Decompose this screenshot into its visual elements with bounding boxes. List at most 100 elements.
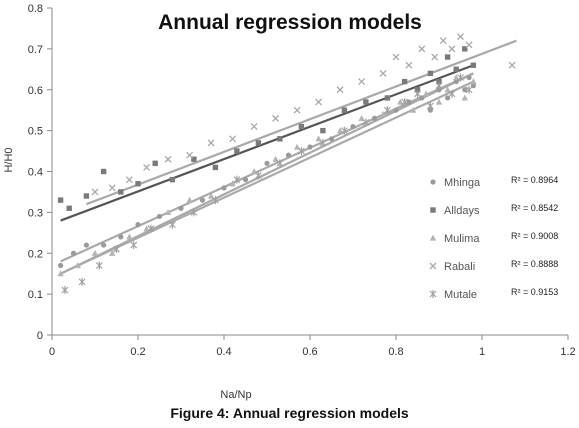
y-tick-label: 0.5 <box>28 126 43 138</box>
point-mhinga <box>264 160 270 166</box>
point-alldays <box>298 123 305 130</box>
point-alldays <box>384 95 391 101</box>
point-rabali <box>405 61 413 69</box>
point-alldays <box>436 78 442 85</box>
point-rabali <box>293 106 301 114</box>
y-tick-label: 0.2 <box>28 248 43 260</box>
point-alldays <box>169 176 176 183</box>
y-tick-label: 0.3 <box>28 207 43 219</box>
r2-label-mhinga: R² = 0.8964 <box>511 175 558 185</box>
point-mulima <box>186 196 193 203</box>
point-mhinga <box>83 242 89 248</box>
point-alldays <box>453 66 459 73</box>
point-rabali <box>186 151 194 159</box>
point-mutale <box>254 171 262 180</box>
point-mulima <box>164 208 172 215</box>
x-tick-label: 0 <box>49 346 55 358</box>
point-mutale <box>211 196 219 205</box>
point-mulima <box>336 127 344 134</box>
point-mutale <box>383 106 391 115</box>
point-mutale <box>457 73 464 82</box>
point-alldays <box>320 127 326 134</box>
axes: 0 0.1 0.2 0.3 0.4 0.5 0.6 0.7 0.8 0 0.2 0.4 0.6 0.8 1 1… <box>28 3 576 358</box>
point-mhinga <box>436 87 442 93</box>
x-tick-label: 1.2 <box>560 346 575 358</box>
point-mutale <box>78 277 86 286</box>
trend-line-rabali <box>86 39 517 206</box>
legend-label-mulima: Mulima <box>444 233 480 245</box>
point-mulima <box>435 98 443 105</box>
y-axis-title: H/H0 <box>3 147 15 172</box>
point-mulima <box>410 106 417 113</box>
point-mutale <box>465 85 473 94</box>
point-mhinga <box>178 205 184 211</box>
point-mhinga <box>462 87 468 93</box>
point-rabali <box>379 69 387 77</box>
point-mutale <box>319 138 327 147</box>
point-rabali <box>229 135 237 143</box>
x-tick-label: 0.4 <box>216 346 231 358</box>
point-rabali <box>91 188 99 196</box>
point-rabali <box>457 33 464 41</box>
point-mutale <box>426 102 434 111</box>
point-alldays <box>363 99 369 105</box>
point-mulima <box>229 180 236 187</box>
legend-marker-alldays <box>430 207 436 213</box>
point-mulima <box>397 98 404 105</box>
x-tick-label: 0.8 <box>388 346 403 358</box>
point-mutale <box>297 147 305 156</box>
point-alldays <box>118 189 124 195</box>
x-tick-label: 0.2 <box>130 346 145 358</box>
point-mutale <box>190 208 198 217</box>
point-mulima <box>143 225 150 232</box>
point-alldays <box>135 181 141 187</box>
point-mulima <box>422 90 430 97</box>
point-rabali <box>336 86 344 94</box>
point-mutale <box>340 126 348 135</box>
point-mutale <box>95 261 103 270</box>
point-mulima <box>74 262 81 269</box>
point-rabali <box>439 37 447 45</box>
point-mutale <box>414 89 421 98</box>
point-alldays <box>83 193 90 199</box>
point-alldays <box>341 107 348 113</box>
point-mutale <box>401 98 409 107</box>
point-mulima <box>461 94 468 101</box>
point-mhinga <box>427 107 433 113</box>
point-alldays <box>414 87 421 93</box>
point-rabali <box>508 61 516 69</box>
point-mhinga <box>328 136 335 142</box>
point-mutale <box>276 159 284 168</box>
point-mhinga <box>221 185 227 191</box>
y-tick-label: 0.1 <box>28 289 43 301</box>
r2-label-mutale: R² = 0.9153 <box>511 287 558 297</box>
point-mhinga <box>156 213 163 220</box>
point-mhinga <box>393 107 399 113</box>
legend-label-alldays: Alldays <box>444 205 480 217</box>
point-mhinga <box>58 262 64 269</box>
point-alldays <box>462 46 468 52</box>
point-rabali <box>125 176 133 184</box>
point-mhinga <box>406 99 412 105</box>
point-mhinga <box>242 177 249 183</box>
point-mutale <box>147 224 155 233</box>
point-mhinga <box>285 152 292 158</box>
point-alldays <box>191 156 197 162</box>
chart-title: Annual regression models <box>158 11 422 34</box>
point-mutale <box>168 220 176 229</box>
r2-label-rabali: R² = 0.8888 <box>511 259 558 269</box>
legend-marker-rabali <box>429 262 437 270</box>
legend-label-mutale: Mutale <box>444 289 477 301</box>
point-alldays <box>277 136 283 142</box>
r2-label-mulima: R² = 0.9008 <box>511 231 558 241</box>
point-mulima <box>91 249 99 256</box>
trend-line-mutale <box>60 72 474 275</box>
point-rabali <box>448 45 456 53</box>
point-mutale <box>448 89 456 98</box>
legend: Mhinga R² = 0.8964 Alldays R² = 0.8542 Mulim… <box>429 175 558 301</box>
point-rabali <box>465 41 473 49</box>
point-mutale <box>233 175 241 184</box>
point-rabali <box>431 53 439 61</box>
point-alldays <box>470 62 477 68</box>
